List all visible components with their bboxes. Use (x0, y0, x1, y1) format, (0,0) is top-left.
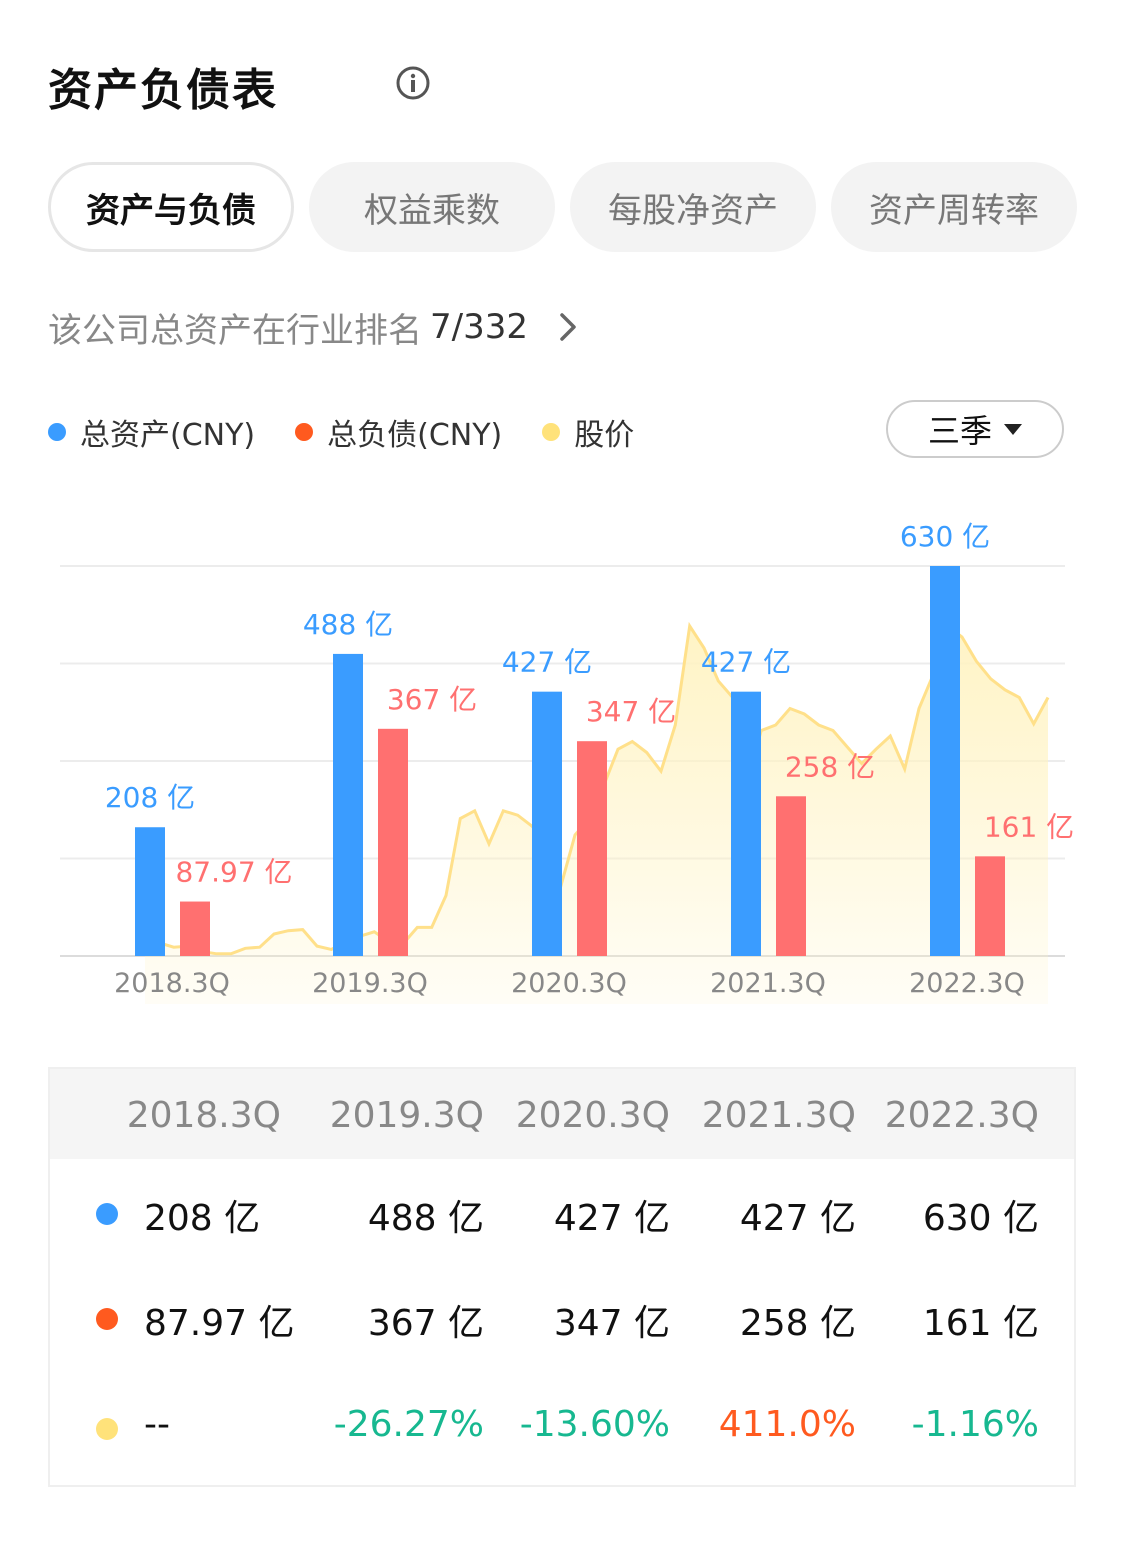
table-cell: 630 亿 (922, 1198, 1039, 1239)
period-label: 三季 (927, 412, 992, 450)
row-dot (96, 1203, 118, 1225)
bar-assets (333, 653, 363, 956)
table-cell: -13.60% (519, 1404, 670, 1445)
table-cell: 427 亿 (739, 1198, 856, 1239)
header: 资产负债表 (48, 52, 1078, 122)
bar-liabilities (776, 796, 806, 956)
tab-net-assets-per-share[interactable]: 每股净资产 (570, 162, 816, 252)
x-tick-label: 2019.3Q (312, 968, 428, 999)
tab-bar: 资产与负债 权益乘数 每股净资产 资产周转率 (48, 162, 1078, 252)
page-title: 资产负债表 (48, 65, 278, 116)
bar-assets (135, 827, 165, 956)
chart-legend: 总资产(CNY) 总负债(CNY) 股价 (48, 404, 674, 460)
legend-label: 总资产(CNY) (80, 418, 256, 453)
table-cell: 347 亿 (553, 1303, 670, 1344)
data-label-assets: 488 亿 (303, 608, 393, 641)
x-tick-label: 2018.3Q (114, 968, 230, 999)
table-header-cell: 2020.3Q (515, 1095, 670, 1136)
balance-sheet-chart: 208 亿 87.97 亿 2018.3Q 488 亿 367 亿 2019.3Q 427 … (60, 520, 1074, 1004)
legend-dot (542, 423, 561, 441)
table-row-liabilities: 87.97 亿 367 亿 347 亿 258 亿 161 亿 (50, 1268, 1074, 1368)
table-cell: 208 亿 (144, 1198, 261, 1239)
legend-item-liabilities: 总负债(CNY) (295, 410, 502, 454)
table-cell: 411.0% (718, 1404, 856, 1445)
info-icon[interactable] (396, 66, 430, 100)
bar-assets (532, 691, 562, 956)
table-row-assets: 208 亿 488 亿 427 亿 427 亿 630 亿 (50, 1163, 1074, 1263)
data-label-liabilities: 87.97 亿 (175, 856, 292, 889)
table-cell: 488 亿 (367, 1198, 484, 1239)
row-dot (96, 1308, 118, 1330)
tab-equity-multiplier[interactable]: 权益乘数 (309, 162, 555, 252)
bar-assets (930, 566, 960, 956)
legend-item-assets: 总资产(CNY) (48, 410, 255, 454)
rank-value: 7/332 (430, 307, 528, 347)
table-cell: 258 亿 (739, 1303, 856, 1344)
table-cell: 367 亿 (367, 1303, 484, 1344)
table-cell: -26.27% (333, 1404, 484, 1445)
table-row-price: -- -26.27% -13.60% 411.0% -1.16% (50, 1378, 1074, 1478)
rank-label: 该公司总资产在行业排名 (48, 310, 422, 351)
table-cell: 427 亿 (553, 1198, 670, 1239)
chevron-right-icon (560, 313, 576, 341)
x-tick-label: 2022.3Q (909, 968, 1025, 999)
table-cell: -1.16% (911, 1404, 1039, 1445)
table-cell: 161 亿 (922, 1303, 1039, 1344)
period-select[interactable]: 三季 (886, 400, 1064, 458)
legend-label: 股价 (574, 418, 635, 453)
bar-liabilities (577, 741, 607, 956)
x-tick-label: 2020.3Q (511, 968, 627, 999)
data-label-liabilities: 161 亿 (984, 810, 1074, 843)
table-cell: 87.97 亿 (144, 1303, 295, 1344)
data-table: 2018.3Q 2019.3Q 2020.3Q 2021.3Q 2022.3Q … (48, 1067, 1076, 1487)
legend-dot (48, 423, 66, 441)
caret-down-icon (1004, 423, 1022, 435)
table-cell: -- (144, 1404, 170, 1445)
data-label-assets: 427 亿 (701, 646, 791, 679)
data-label-liabilities: 258 亿 (785, 750, 875, 783)
x-tick-label: 2021.3Q (710, 968, 826, 999)
bar-liabilities (180, 901, 210, 956)
bar-liabilities (378, 728, 408, 956)
row-dot (96, 1418, 118, 1440)
data-label-liabilities: 367 亿 (387, 683, 477, 716)
industry-rank-link[interactable]: 该公司总资产在行业排名 7/332 (48, 302, 578, 352)
legend-dot (295, 423, 314, 441)
table-header-cell: 2018.3Q (126, 1095, 281, 1136)
data-label-assets: 427 亿 (502, 646, 592, 679)
table-header-cell: 2021.3Q (701, 1095, 856, 1136)
table-header-cell: 2022.3Q (884, 1095, 1039, 1136)
table-header-cell: 2019.3Q (329, 1095, 484, 1136)
legend-label: 总负债(CNY) (327, 418, 503, 453)
data-label-liabilities: 347 亿 (586, 695, 676, 728)
bar-liabilities (975, 856, 1005, 956)
table-header: 2018.3Q 2019.3Q 2020.3Q 2021.3Q 2022.3Q (50, 1069, 1074, 1159)
data-label-assets: 208 亿 (105, 781, 195, 814)
bar-assets (731, 691, 761, 956)
tab-assets-liabilities[interactable]: 资产与负债 (48, 162, 294, 252)
tab-asset-turnover[interactable]: 资产周转率 (831, 162, 1077, 252)
legend-item-price: 股价 (542, 410, 634, 454)
data-label-assets: 630 亿 (900, 520, 990, 553)
